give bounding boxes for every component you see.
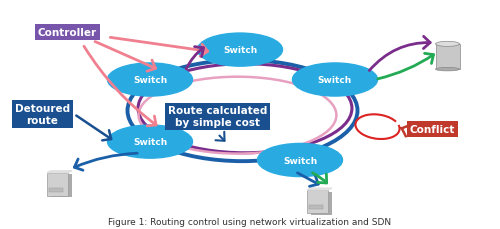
Text: Switch: Switch: [133, 137, 167, 147]
FancyBboxPatch shape: [47, 173, 68, 196]
FancyBboxPatch shape: [51, 175, 72, 198]
FancyBboxPatch shape: [311, 192, 332, 215]
Ellipse shape: [436, 42, 460, 47]
Text: Switch: Switch: [283, 156, 317, 165]
FancyBboxPatch shape: [49, 188, 62, 192]
FancyBboxPatch shape: [309, 205, 322, 210]
Polygon shape: [307, 188, 332, 190]
Ellipse shape: [108, 125, 192, 158]
FancyBboxPatch shape: [436, 45, 460, 70]
Text: Switch: Switch: [318, 76, 352, 85]
FancyBboxPatch shape: [307, 190, 328, 213]
Ellipse shape: [198, 34, 282, 67]
Text: Route calculated
by simple cost: Route calculated by simple cost: [168, 106, 267, 128]
Text: Switch: Switch: [223, 46, 257, 55]
Text: Detoured
route: Detoured route: [15, 104, 70, 125]
Ellipse shape: [436, 68, 460, 71]
Text: Conflict: Conflict: [410, 124, 455, 134]
Text: Switch: Switch: [133, 76, 167, 85]
Polygon shape: [47, 171, 72, 173]
Ellipse shape: [258, 144, 342, 177]
Ellipse shape: [292, 64, 378, 97]
Ellipse shape: [108, 64, 192, 97]
Text: Controller: Controller: [38, 28, 97, 38]
Text: Figure 1: Routing control using network virtualization and SDN: Figure 1: Routing control using network …: [108, 217, 392, 226]
